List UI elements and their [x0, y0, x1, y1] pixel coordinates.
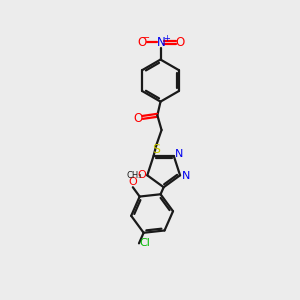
Text: O: O — [137, 170, 146, 180]
Text: Cl: Cl — [140, 238, 150, 248]
Text: +: + — [163, 34, 170, 43]
Text: −: − — [142, 33, 150, 43]
Text: S: S — [152, 143, 160, 156]
Text: O: O — [134, 112, 142, 125]
Text: N: N — [157, 36, 165, 49]
Text: O: O — [175, 36, 184, 49]
Text: O: O — [138, 36, 147, 49]
Text: N: N — [182, 171, 190, 182]
Text: N: N — [175, 149, 184, 159]
Text: CH₃: CH₃ — [126, 171, 142, 180]
Text: O: O — [128, 177, 137, 187]
